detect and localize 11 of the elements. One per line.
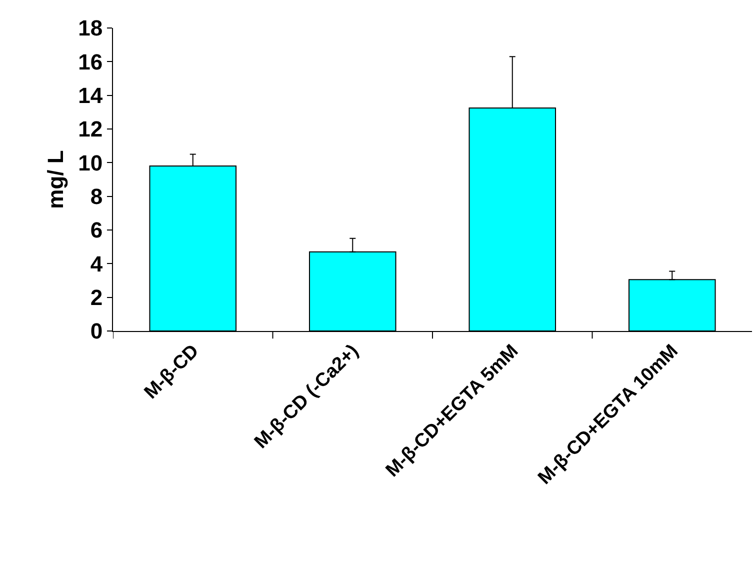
y-tick-label: 10 <box>78 150 103 176</box>
y-tick-label: 18 <box>78 16 103 41</box>
y-tick-label: 4 <box>90 251 104 276</box>
y-tick-label: 14 <box>78 83 104 108</box>
y-axis-title: mg/ L <box>42 150 68 209</box>
y-tick-label: 8 <box>90 184 103 210</box>
y-tick-label: 16 <box>78 49 103 74</box>
y-tick-label: 12 <box>78 116 103 142</box>
y-tick-label: 6 <box>90 218 103 243</box>
y-tick-label: 0 <box>90 318 103 344</box>
y-tick-label: 2 <box>90 285 103 310</box>
